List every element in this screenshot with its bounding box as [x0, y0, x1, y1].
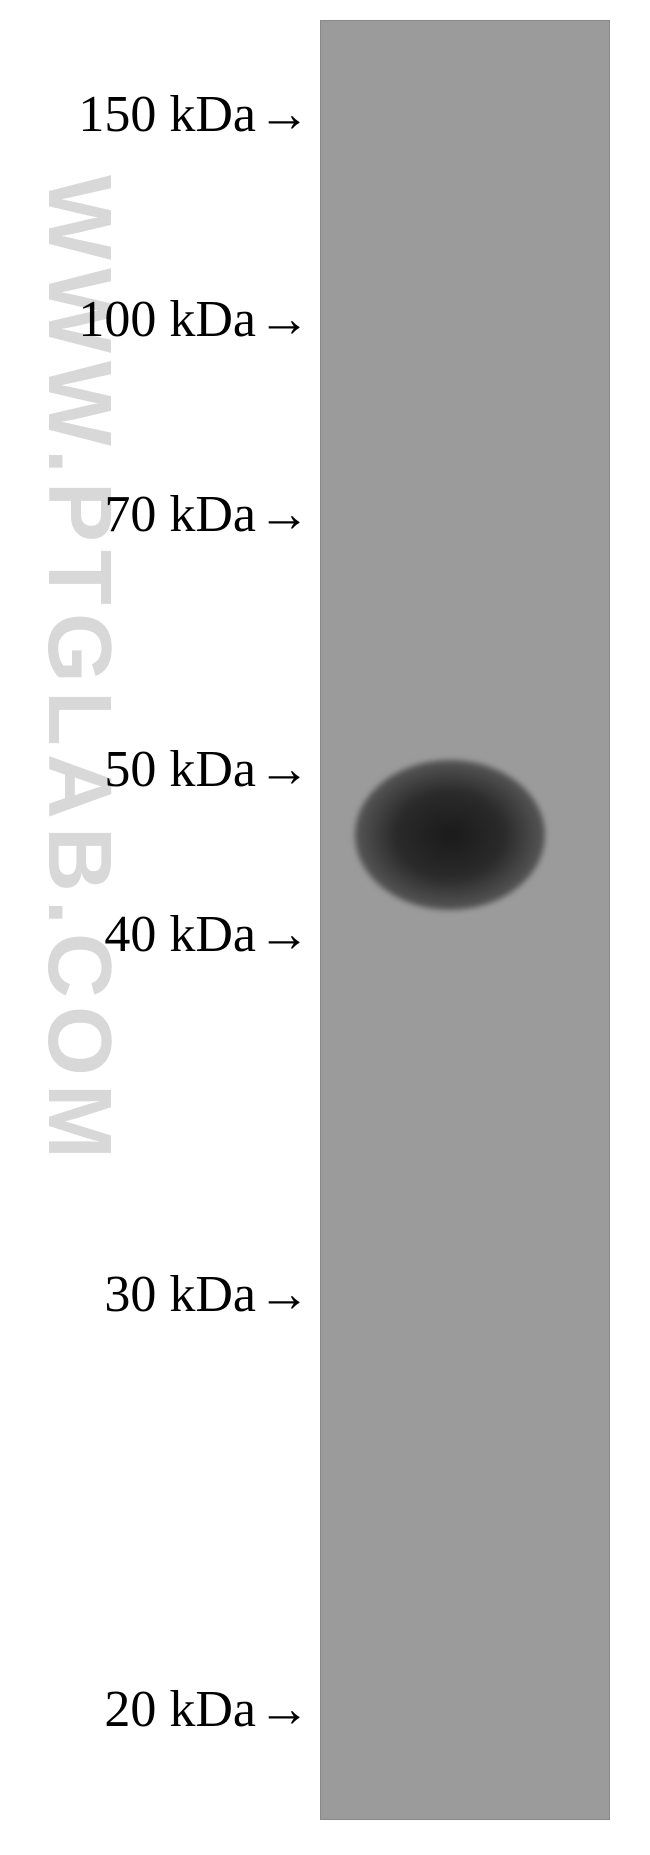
- marker-label-text: 50 kDa: [104, 741, 256, 798]
- marker-label-text: 20 kDa: [104, 1681, 256, 1738]
- marker-label-text: 70 kDa: [104, 486, 256, 543]
- blot-lane: [320, 20, 610, 1820]
- marker-40: 40 kDa→: [104, 905, 310, 964]
- arrow-icon: →: [258, 1680, 310, 1739]
- arrow-icon: →: [258, 290, 310, 349]
- marker-30: 30 kDa→: [104, 1265, 310, 1324]
- marker-label-text: 100 kDa: [78, 291, 256, 348]
- western-blot-figure: WWW.PTGLAB.COM 150 kDa→ 100 kDa→ 70 kDa→…: [0, 0, 650, 1855]
- arrow-icon: →: [258, 905, 310, 964]
- marker-label-text: 30 kDa: [104, 1266, 256, 1323]
- marker-20: 20 kDa→: [104, 1680, 310, 1739]
- arrow-icon: →: [258, 1265, 310, 1324]
- marker-label-text: 150 kDa: [78, 86, 256, 143]
- marker-100: 100 kDa→: [78, 290, 310, 349]
- arrow-icon: →: [258, 485, 310, 544]
- marker-50: 50 kDa→: [104, 740, 310, 799]
- marker-label-text: 40 kDa: [104, 906, 256, 963]
- marker-150: 150 kDa→: [78, 85, 310, 144]
- arrow-icon: →: [258, 85, 310, 144]
- marker-70: 70 kDa→: [104, 485, 310, 544]
- arrow-icon: →: [258, 740, 310, 799]
- protein-band: [355, 760, 545, 910]
